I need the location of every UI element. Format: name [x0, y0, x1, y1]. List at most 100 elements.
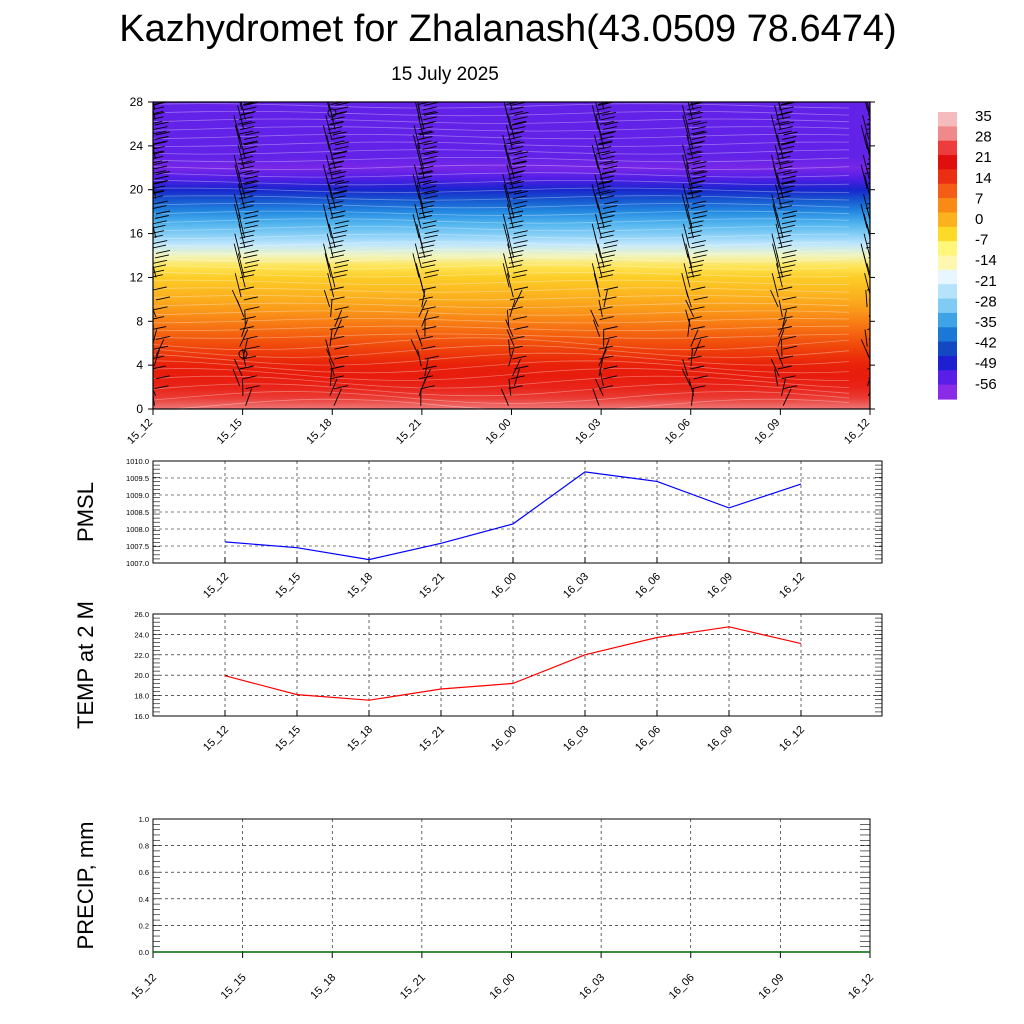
- y-tick-label: 1009.5: [126, 474, 149, 483]
- y-tick-label: 16.0: [134, 712, 149, 721]
- wind-barb-flag: [155, 375, 170, 380]
- wind-barb-staff: [144, 194, 150, 218]
- wind-barb-staff: [681, 273, 689, 298]
- wind-barb-flag: [244, 220, 259, 225]
- wind-barb-flag: [153, 326, 167, 330]
- wind-barb-flag: [508, 345, 523, 350]
- wind-barb-flag: [782, 249, 797, 254]
- wind-barb-staff: [153, 102, 156, 110]
- y-tick-label: 0.6: [139, 868, 149, 877]
- x-tick-label: 16_00: [489, 724, 519, 754]
- wind-barb-flag: [868, 217, 870, 219]
- wind-barb-flag: [153, 316, 165, 320]
- wind-barb-flag: [778, 269, 793, 274]
- wind-barb-staff: [512, 358, 521, 377]
- plot-frame: [152, 613, 883, 717]
- wind-barb-staff: [145, 105, 151, 129]
- wind-barb-staff: [508, 378, 512, 396]
- wind-barb-staff: [328, 263, 336, 288]
- wind-barb-flag: [239, 244, 254, 249]
- wind-barb-staff: [244, 309, 246, 327]
- wind-barb-flag: [417, 140, 432, 145]
- wind-barb-flag: [783, 131, 798, 136]
- colorbar-swatch: [938, 327, 957, 343]
- wind-barb-flag: [870, 97, 884, 100]
- isotherm: [153, 325, 850, 332]
- wind-barb-flag: [602, 335, 617, 340]
- wind-barb-flag: [868, 143, 870, 145]
- wind-barb-flag: [335, 102, 350, 106]
- wind-barb-flag: [509, 259, 524, 264]
- wind-barb-flag: [869, 252, 870, 254]
- wind-barb-staff: [417, 115, 425, 140]
- wind-barb-flag: [687, 269, 702, 274]
- wind-barb-flag: [599, 175, 614, 180]
- wind-barb-flag: [693, 83, 707, 86]
- wind-barb-flag: [243, 254, 258, 259]
- wind-barb-staff: [231, 289, 241, 308]
- wind-barb-flag: [872, 225, 886, 228]
- wind-barb-staff: [325, 349, 335, 367]
- wind-barb-flag: [329, 326, 344, 330]
- wind-barb-staff: [144, 155, 150, 179]
- colorbar-label: -21: [975, 273, 997, 290]
- wind-barb-flag: [333, 189, 348, 194]
- wind-barb-flag: [687, 230, 703, 235]
- wind-barb-flag: [420, 189, 436, 194]
- colorbar-swatch: [938, 198, 957, 214]
- isotherm: [153, 164, 850, 170]
- wind-barb-staff: [155, 339, 165, 357]
- y-tick-label: 16: [130, 227, 144, 241]
- wind-barb-flag: [686, 189, 701, 194]
- wind-barb-flag: [872, 265, 886, 268]
- wind-barb-flag: [872, 107, 886, 110]
- wind-barb-flag: [153, 205, 167, 209]
- wind-barb-flag: [692, 131, 707, 136]
- wind-barb-flag: [781, 140, 796, 145]
- wind-barb-staff: [416, 184, 424, 209]
- wind-barb-flag: [154, 215, 169, 219]
- isotherm: [153, 375, 850, 389]
- wind-barb-staff: [328, 184, 336, 209]
- wind-barb-flag: [777, 205, 792, 210]
- wind-barb-flag: [781, 254, 796, 259]
- wind-barb-staff: [592, 319, 601, 337]
- wind-barb-flag: [871, 172, 885, 175]
- wind-barb-flag: [237, 120, 252, 125]
- wind-barb-flag: [600, 131, 615, 136]
- wind-barb-flag: [688, 190, 703, 195]
- wind-barb-flag: [417, 102, 432, 105]
- wind-barb-staff: [862, 115, 870, 140]
- wind-barb-flag: [778, 126, 793, 131]
- wind-barb-flag: [872, 356, 886, 359]
- wind-barb-staff: [153, 264, 154, 268]
- x-tick-label: 15_18: [345, 571, 375, 601]
- wind-barb-flag: [244, 249, 259, 254]
- wind-barb-flag: [780, 224, 795, 229]
- wind-barb-flag: [155, 171, 170, 175]
- wind-barb-flag: [243, 102, 258, 105]
- wind-barb-flag: [243, 175, 258, 180]
- wind-barb-flag: [692, 161, 707, 166]
- wind-barb-staff: [422, 368, 431, 387]
- wind-barb-staff: [686, 164, 694, 189]
- wind-barb-flag: [155, 83, 169, 86]
- wind-barb-staff: [775, 263, 783, 288]
- wind-barb-flag: [420, 200, 435, 205]
- wind-barb-staff: [326, 102, 330, 110]
- wind-barb-flag: [600, 269, 615, 274]
- x-tick-label: 15_18: [345, 724, 375, 754]
- wind-barb-flag: [690, 244, 705, 249]
- wind-barb-staff: [690, 102, 694, 110]
- wind-barb-flag: [692, 200, 707, 205]
- wind-barb-flag: [422, 145, 437, 150]
- wind-barb-staff: [149, 359, 150, 376]
- y-axis-label: PMSL: [73, 482, 98, 542]
- wind-barb-flag: [691, 205, 706, 210]
- wind-barb-flag: [510, 375, 525, 380]
- wind-barb-flag: [154, 254, 169, 259]
- wind-barb-flag: [245, 131, 260, 136]
- x-tick-label: 15_18: [308, 972, 338, 1002]
- isotherm: [153, 383, 850, 397]
- wind-barb-flag: [691, 136, 706, 140]
